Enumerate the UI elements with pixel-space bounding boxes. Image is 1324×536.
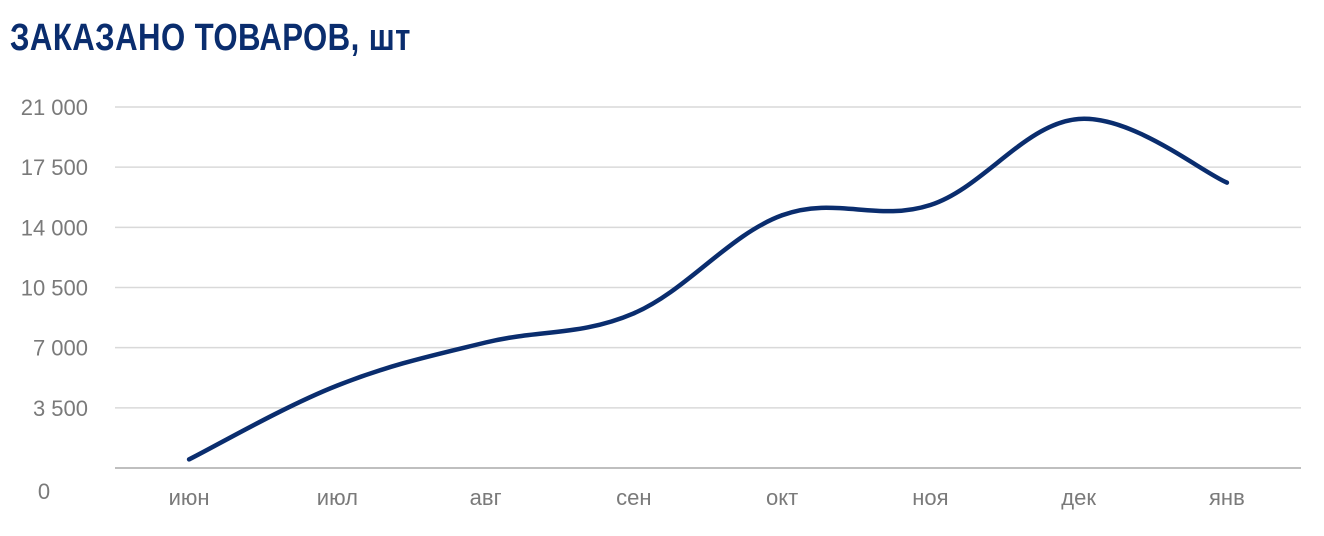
y-tick-label: 14 000 — [21, 215, 88, 240]
data-point — [1076, 117, 1081, 122]
data-point — [483, 340, 488, 345]
x-tick-label: авг — [470, 485, 502, 510]
data-point — [631, 311, 636, 316]
y-tick-label: 7 000 — [33, 336, 88, 361]
y-tick-label: 3 500 — [33, 396, 88, 421]
x-tick-label: ноя — [912, 485, 948, 510]
x-tick-label: июл — [317, 485, 358, 510]
series-line — [186, 116, 1230, 462]
data-point — [187, 457, 192, 462]
y-tick-label: 17 500 — [21, 155, 88, 180]
chart-title: ЗАКАЗАНО ТОВАРОВ, шт — [10, 17, 411, 59]
data-point — [1224, 180, 1229, 185]
y-axis-ticks: 0 3 500 7 000 10 500 14 000 17 500 21 000 — [21, 95, 88, 504]
gridlines — [115, 106, 1301, 469]
y-tick-label: 21 000 — [21, 95, 88, 120]
data-point — [335, 383, 340, 388]
x-tick-label: окт — [766, 485, 798, 510]
y-tick-label: 0 — [38, 479, 50, 504]
x-tick-label: дек — [1061, 485, 1096, 510]
x-axis-ticks: июн июл авг сен окт ноя дек янв — [169, 485, 1245, 510]
x-tick-label: янв — [1209, 485, 1245, 510]
y-tick-label: 10 500 — [21, 276, 88, 301]
data-point — [780, 213, 785, 218]
series-layer — [186, 116, 1230, 462]
data-point — [928, 202, 933, 207]
x-tick-label: сен — [616, 485, 651, 510]
x-tick-label: июн — [169, 485, 210, 510]
